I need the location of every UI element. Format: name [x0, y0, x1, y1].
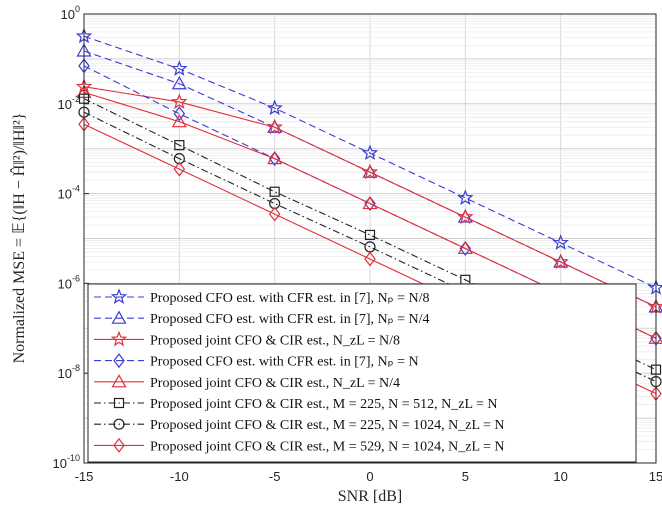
- x-tick-label: -15: [75, 469, 94, 484]
- data-point-triangle: [171, 113, 187, 128]
- data-point-triangle: [267, 150, 283, 165]
- legend-marker-square: [113, 397, 125, 409]
- x-tick-label: 15: [649, 469, 662, 484]
- legend-marker-triangle: [111, 310, 127, 324]
- x-tick-label: 5: [462, 469, 469, 484]
- legend-label: Proposed joint CFO & CIR est., N_zL = N/…: [150, 376, 400, 391]
- data-point-square: [174, 140, 185, 151]
- legend-label: Proposed joint CFO & CIR est., M = 225, …: [150, 397, 498, 412]
- legend-label: Proposed CFO est. with CFR est. in [7], …: [150, 312, 430, 327]
- legend-label: Proposed joint CFO & CIR est., N_zL = N/…: [150, 333, 400, 348]
- data-point-triangle: [362, 195, 378, 210]
- data-point-triangle: [553, 254, 569, 268]
- legend-marker-star: [110, 288, 128, 305]
- data-point-star: [457, 189, 474, 205]
- series-line: [83, 35, 657, 289]
- legend-box: [87, 283, 637, 463]
- y-tick-label: 10-4: [58, 184, 80, 202]
- x-tick-label: 0: [366, 469, 373, 484]
- axis-ticks: -15 -10 -5 0 5 10 15 100 10-2 10-4 10-6 10-8 10-10: [53, 4, 662, 484]
- y-tick-label: 10-2: [58, 94, 80, 112]
- data-point-star: [361, 144, 379, 161]
- data-point-triangle: [171, 76, 187, 90]
- legend-marker-diamond: [113, 437, 125, 453]
- data-point-diamond: [173, 106, 186, 122]
- data-point-square: [364, 229, 376, 241]
- data-point-triangle: [362, 164, 378, 178]
- data-point-square: [269, 186, 280, 197]
- x-tick-label: -10: [170, 469, 189, 484]
- x-tick-label: -5: [269, 469, 281, 484]
- y-tick-label: 100: [61, 4, 80, 22]
- data-point-triangle: [457, 209, 473, 223]
- data-point-diamond: [364, 251, 376, 267]
- data-point-diamond: [268, 206, 281, 222]
- data-point-triangle: [457, 240, 473, 255]
- legend: Proposed CFO est. with CFR est. in [7], …: [87, 283, 637, 463]
- data-point-star: [171, 93, 188, 109]
- series-line: [83, 86, 657, 308]
- legend-label: Proposed CFO est. with CFR est. in [7], …: [150, 355, 419, 370]
- data-point-circle: [173, 153, 185, 165]
- data-point-star: [552, 234, 569, 250]
- data-point-circle: [269, 197, 281, 210]
- data-point-star: [266, 99, 283, 116]
- legend-marker-star: [110, 330, 128, 347]
- x-axis-label: SNR [dB]: [338, 488, 402, 505]
- data-point-diamond: [268, 151, 281, 167]
- legend-label: Proposed joint CFO & CIR est., M = 529, …: [150, 439, 505, 454]
- x-tick-label: 10: [553, 469, 567, 484]
- data-point-star: [266, 118, 283, 135]
- legend-label: Proposed CFO est. with CFR est. in [7], …: [150, 291, 430, 306]
- y-tick-label: 10-8: [58, 363, 80, 381]
- legend-marker-circle: [113, 418, 125, 430]
- data-point-star: [552, 253, 569, 269]
- y-tick-label: 10-10: [53, 453, 80, 471]
- data-point-star: [171, 60, 188, 76]
- legend-marker-diamond: [113, 353, 125, 369]
- series-1: [75, 27, 662, 295]
- data-point-star: [361, 163, 379, 180]
- legend-label: Proposed joint CFO & CIR est., M = 225, …: [150, 418, 505, 433]
- data-point-diamond: [173, 161, 186, 177]
- y-axis-label: Normalized MSE = 𝔼{(‖H − Ĥ‖²)/‖H‖²}: [9, 113, 28, 364]
- y-tick-label: 10-6: [58, 273, 80, 291]
- data-point-star: [457, 208, 474, 225]
- legend-marker-triangle: [111, 374, 127, 388]
